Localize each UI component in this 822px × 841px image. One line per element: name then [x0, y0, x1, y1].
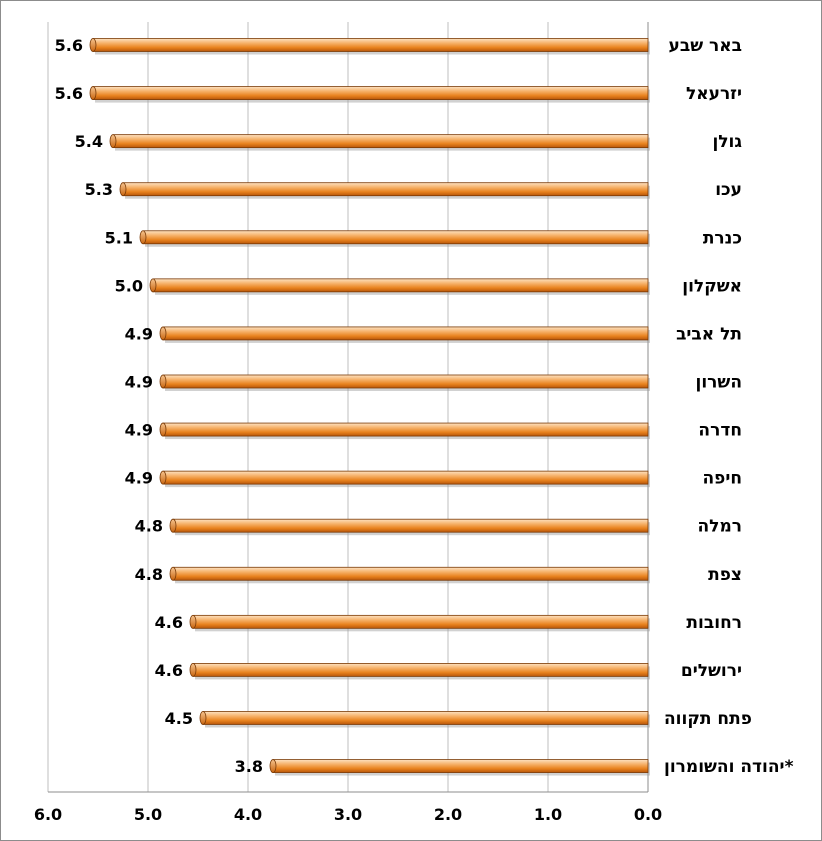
x-tick-label: 4.0	[234, 805, 262, 824]
bar-body	[162, 470, 649, 485]
category-label: חדרה	[698, 421, 742, 441]
x-tick-label: 3.0	[334, 805, 362, 824]
bar-cap	[139, 230, 147, 245]
bar	[89, 86, 650, 103]
category-label: חיפה	[702, 469, 742, 489]
category-label: רמלה	[697, 517, 742, 537]
category-label: צפת	[708, 565, 742, 585]
bars	[89, 38, 650, 776]
x-tick-label: 5.0	[134, 805, 162, 824]
bar-cap	[189, 614, 197, 629]
category-label: ירושלים	[681, 661, 742, 681]
value-label: 5.1	[105, 228, 133, 247]
category-label: פתח תקווה	[664, 709, 752, 729]
bar	[159, 422, 650, 440]
bar	[89, 38, 650, 55]
bar-body	[192, 614, 649, 629]
bar	[149, 278, 650, 295]
value-label: 4.9	[125, 421, 153, 440]
bar-body	[112, 134, 649, 149]
category-label: יהודה והשומרון*	[664, 757, 794, 777]
bar-cap	[89, 86, 97, 100]
value-label: 4.5	[165, 709, 193, 728]
bar-cap	[169, 566, 177, 581]
value-label: 4.6	[155, 661, 183, 680]
bar-cap	[159, 470, 167, 485]
category-label: גולן	[712, 132, 742, 152]
value-label: 4.8	[135, 565, 163, 584]
bar-cap	[89, 38, 97, 52]
value-label: 3.8	[235, 757, 263, 776]
bar	[189, 663, 650, 680]
bar	[269, 759, 650, 776]
bar-body	[162, 422, 649, 437]
bar-body	[92, 86, 649, 100]
value-label: 5.6	[55, 84, 83, 103]
value-label: 4.9	[125, 324, 153, 343]
bar-body	[172, 566, 649, 581]
bar-cap	[159, 326, 167, 341]
bar-cap	[159, 374, 167, 389]
category-label: באר שבע	[669, 36, 742, 56]
bar-cap	[169, 518, 177, 533]
bar-body	[162, 374, 649, 389]
category-label: רחובות	[686, 613, 742, 633]
category-label: כנרת	[703, 228, 742, 248]
value-label: 5.4	[75, 132, 103, 151]
bar-body	[122, 182, 649, 197]
category-label: אשקלון	[682, 276, 742, 296]
value-label: 5.0	[115, 276, 143, 295]
bar	[159, 374, 650, 391]
bar-body	[152, 278, 649, 293]
value-label: 5.3	[85, 180, 113, 199]
bar-body	[202, 711, 649, 725]
bar-cap	[189, 663, 197, 677]
bar-body	[172, 518, 649, 533]
bar	[139, 230, 650, 247]
bar	[159, 470, 650, 488]
category-label: תל אביב	[676, 324, 742, 344]
bar-cap	[109, 134, 117, 149]
bar-cap	[149, 278, 157, 293]
value-label: 4.8	[135, 517, 163, 536]
bar-body	[162, 326, 649, 341]
value-label: 4.9	[125, 469, 153, 488]
x-tick-label: 6.0	[34, 805, 62, 824]
category-label: השרון	[696, 372, 742, 392]
bar	[109, 134, 650, 151]
bar-cap	[269, 759, 277, 773]
bar	[159, 326, 650, 343]
bar	[169, 566, 650, 584]
x-tick-label: 1.0	[534, 805, 562, 824]
bar	[169, 518, 650, 536]
bar-cap	[159, 422, 167, 437]
x-tick-label: 2.0	[434, 805, 462, 824]
labels: 5.6 באר שבע 5.6 יזרעאל 5.4 גולן 5.3 עכו 5.1 כנרת 5…	[55, 36, 794, 777]
bar	[119, 182, 650, 199]
category-label: יזרעאל	[686, 84, 742, 104]
bar	[199, 711, 650, 728]
value-label: 4.9	[125, 372, 153, 391]
category-label: עכו	[715, 180, 742, 200]
bar-body	[192, 663, 649, 677]
bar-cap	[119, 182, 127, 197]
x-tick-label: 0.0	[634, 805, 662, 824]
bar-cap	[199, 711, 207, 725]
bar-body	[272, 759, 649, 773]
value-label: 5.6	[55, 36, 83, 55]
bar-body	[92, 38, 649, 52]
value-label: 4.6	[155, 613, 183, 632]
bar	[189, 614, 650, 632]
bar-body	[142, 230, 649, 245]
